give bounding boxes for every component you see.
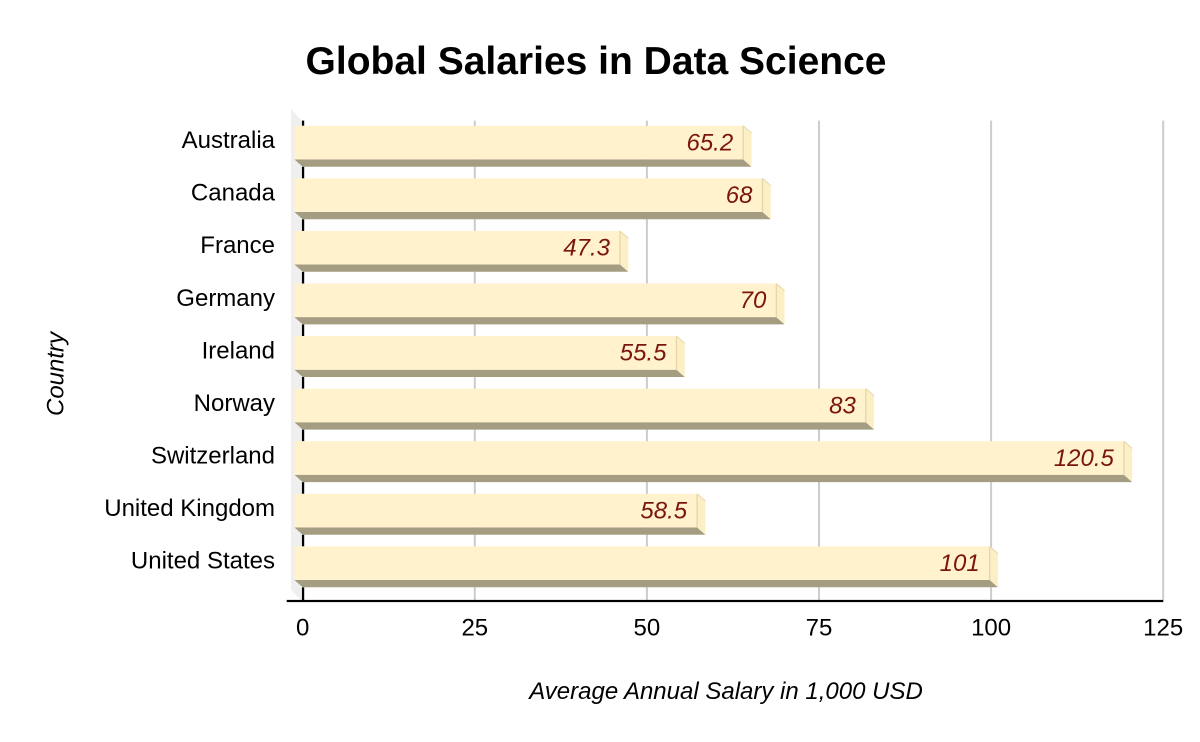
svg-text:50: 50	[634, 614, 661, 641]
svg-text:Australia: Australia	[182, 127, 276, 154]
svg-text:United Kingdom: United Kingdom	[104, 495, 275, 522]
svg-text:58.5: 58.5	[640, 497, 687, 524]
svg-text:Canada: Canada	[191, 180, 276, 207]
svg-text:65.2: 65.2	[686, 129, 733, 156]
svg-text:France: France	[200, 232, 275, 259]
svg-text:120.5: 120.5	[1054, 445, 1115, 472]
svg-text:0: 0	[296, 614, 309, 641]
svg-text:Ireland: Ireland	[202, 337, 275, 364]
svg-text:125: 125	[1143, 614, 1183, 641]
svg-text:Switzerland: Switzerland	[151, 443, 275, 470]
svg-text:75: 75	[806, 614, 833, 641]
svg-text:Global Salaries in Data Scienc: Global Salaries in Data Science	[306, 40, 887, 83]
svg-text:Country: Country	[43, 330, 70, 416]
svg-text:Germany: Germany	[176, 285, 275, 312]
svg-text:83: 83	[829, 392, 856, 419]
svg-text:101: 101	[940, 550, 980, 577]
svg-text:United States: United States	[131, 548, 275, 575]
svg-text:100: 100	[971, 614, 1011, 641]
svg-text:68: 68	[726, 182, 753, 209]
svg-text:Norway: Norway	[194, 390, 275, 417]
svg-text:25: 25	[461, 614, 488, 641]
svg-text:70: 70	[740, 287, 767, 314]
svg-text:55.5: 55.5	[620, 340, 667, 367]
svg-text:Average Annual Salary in 1,000: Average Annual Salary in 1,000 USD	[527, 678, 923, 705]
svg-text:47.3: 47.3	[563, 235, 610, 262]
